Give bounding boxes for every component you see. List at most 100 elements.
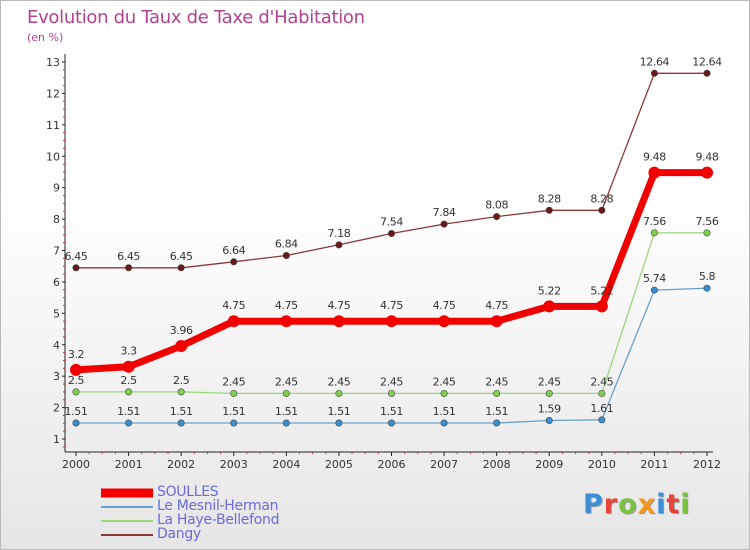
data-label: 4.75	[485, 299, 508, 312]
data-point	[650, 286, 658, 294]
data-label: 2.45	[485, 375, 508, 388]
data-label: 2.5	[68, 374, 85, 387]
y-tick-label: 12	[46, 87, 60, 100]
data-point	[490, 315, 503, 328]
x-tick-label: 2001	[115, 458, 143, 471]
data-point	[72, 264, 80, 272]
data-point	[175, 340, 188, 353]
data-label: 1.51	[275, 405, 298, 418]
data-label: 6.45	[65, 250, 88, 263]
data-label: 2.45	[327, 375, 350, 388]
data-label: 2.45	[590, 375, 613, 388]
y-tick-label: 9	[53, 182, 60, 195]
data-point	[335, 241, 343, 249]
logo-letter: o	[618, 489, 638, 520]
data-label: 12.64	[640, 55, 670, 68]
data-label: 3.96	[170, 324, 193, 337]
data-label: 12.64	[692, 55, 722, 68]
legend-label: Le Mesnil-Herman	[157, 498, 279, 514]
legend-label: La Haye-Bellefond	[157, 512, 280, 528]
data-label: 4.75	[222, 299, 245, 312]
x-tick-label: 2003	[220, 458, 248, 471]
data-point	[282, 252, 290, 260]
data-label: 1.51	[222, 405, 245, 418]
data-point	[282, 389, 290, 397]
data-label: 1.51	[117, 405, 140, 418]
data-point	[701, 166, 713, 179]
data-point	[545, 389, 553, 397]
data-label: 2.45	[433, 375, 456, 388]
data-label: 5.74	[643, 272, 666, 285]
data-label: 4.75	[380, 299, 403, 312]
data-point	[387, 230, 395, 238]
data-label: 7.18	[327, 227, 350, 240]
data-point	[230, 419, 238, 427]
data-label: 2.5	[120, 374, 137, 387]
data-point	[598, 389, 606, 397]
data-point	[177, 388, 185, 396]
x-tick-label: 2007	[430, 458, 458, 471]
y-tick-label: 10	[46, 150, 60, 163]
data-label: 2.45	[538, 375, 561, 388]
data-point	[335, 419, 343, 427]
data-point	[598, 416, 606, 424]
data-point	[280, 315, 293, 328]
legend-label: SOULLES	[157, 484, 219, 500]
data-label: 6.45	[117, 250, 140, 263]
data-point	[227, 315, 240, 328]
logo-letter: t	[666, 489, 681, 520]
data-label: 6.84	[275, 238, 298, 251]
series-line-3	[75, 72, 708, 269]
logo-letter: P	[583, 489, 604, 520]
data-label: 1.51	[327, 405, 350, 418]
data-label: 2.45	[222, 375, 245, 388]
data-point	[385, 315, 398, 328]
y-tick-label: 3	[53, 370, 60, 383]
data-label: 9.48	[643, 151, 666, 164]
data-label: 1.59	[538, 402, 561, 415]
data-label: 3.3	[120, 345, 137, 358]
y-tick-label: 8	[53, 213, 60, 226]
data-point	[282, 419, 290, 427]
data-point	[545, 206, 553, 214]
data-point	[703, 69, 711, 77]
x-tick-label: 2009	[535, 458, 563, 471]
data-label: 3.2	[68, 348, 84, 361]
data-point	[595, 300, 608, 313]
data-point	[493, 213, 501, 221]
data-point	[125, 264, 133, 272]
data-point	[545, 416, 553, 424]
data-label: 1.51	[485, 405, 508, 418]
data-point	[598, 206, 606, 214]
x-tick-label: 2002	[167, 458, 195, 471]
x-tick-label: 2006	[378, 458, 406, 471]
data-point	[72, 419, 80, 427]
legend-swatch	[101, 488, 153, 498]
y-tick-label: 13	[46, 56, 60, 69]
logo-letter: i	[680, 489, 691, 520]
logo-letter: x	[637, 489, 657, 520]
data-point	[230, 258, 238, 266]
data-point	[703, 284, 711, 292]
data-point	[177, 264, 185, 272]
x-tick-label: 2000	[62, 458, 90, 471]
data-point	[230, 389, 238, 397]
data-label: 2.5	[173, 374, 190, 387]
x-tick-label: 2004	[272, 458, 300, 471]
x-tick-label: 2005	[325, 458, 353, 471]
data-point	[650, 69, 658, 77]
data-label: 4.75	[275, 299, 298, 312]
data-point	[387, 419, 395, 427]
data-label: 1.51	[433, 405, 456, 418]
data-point	[438, 315, 451, 328]
data-point	[387, 389, 395, 397]
data-label: 7.54	[380, 216, 403, 229]
data-point	[72, 388, 80, 396]
data-point	[335, 389, 343, 397]
data-point	[125, 419, 133, 427]
logo-letter: i	[656, 489, 667, 520]
data-label: 7.84	[433, 206, 456, 219]
legend-swatch	[101, 506, 153, 508]
y-tick-label: 11	[46, 119, 60, 132]
